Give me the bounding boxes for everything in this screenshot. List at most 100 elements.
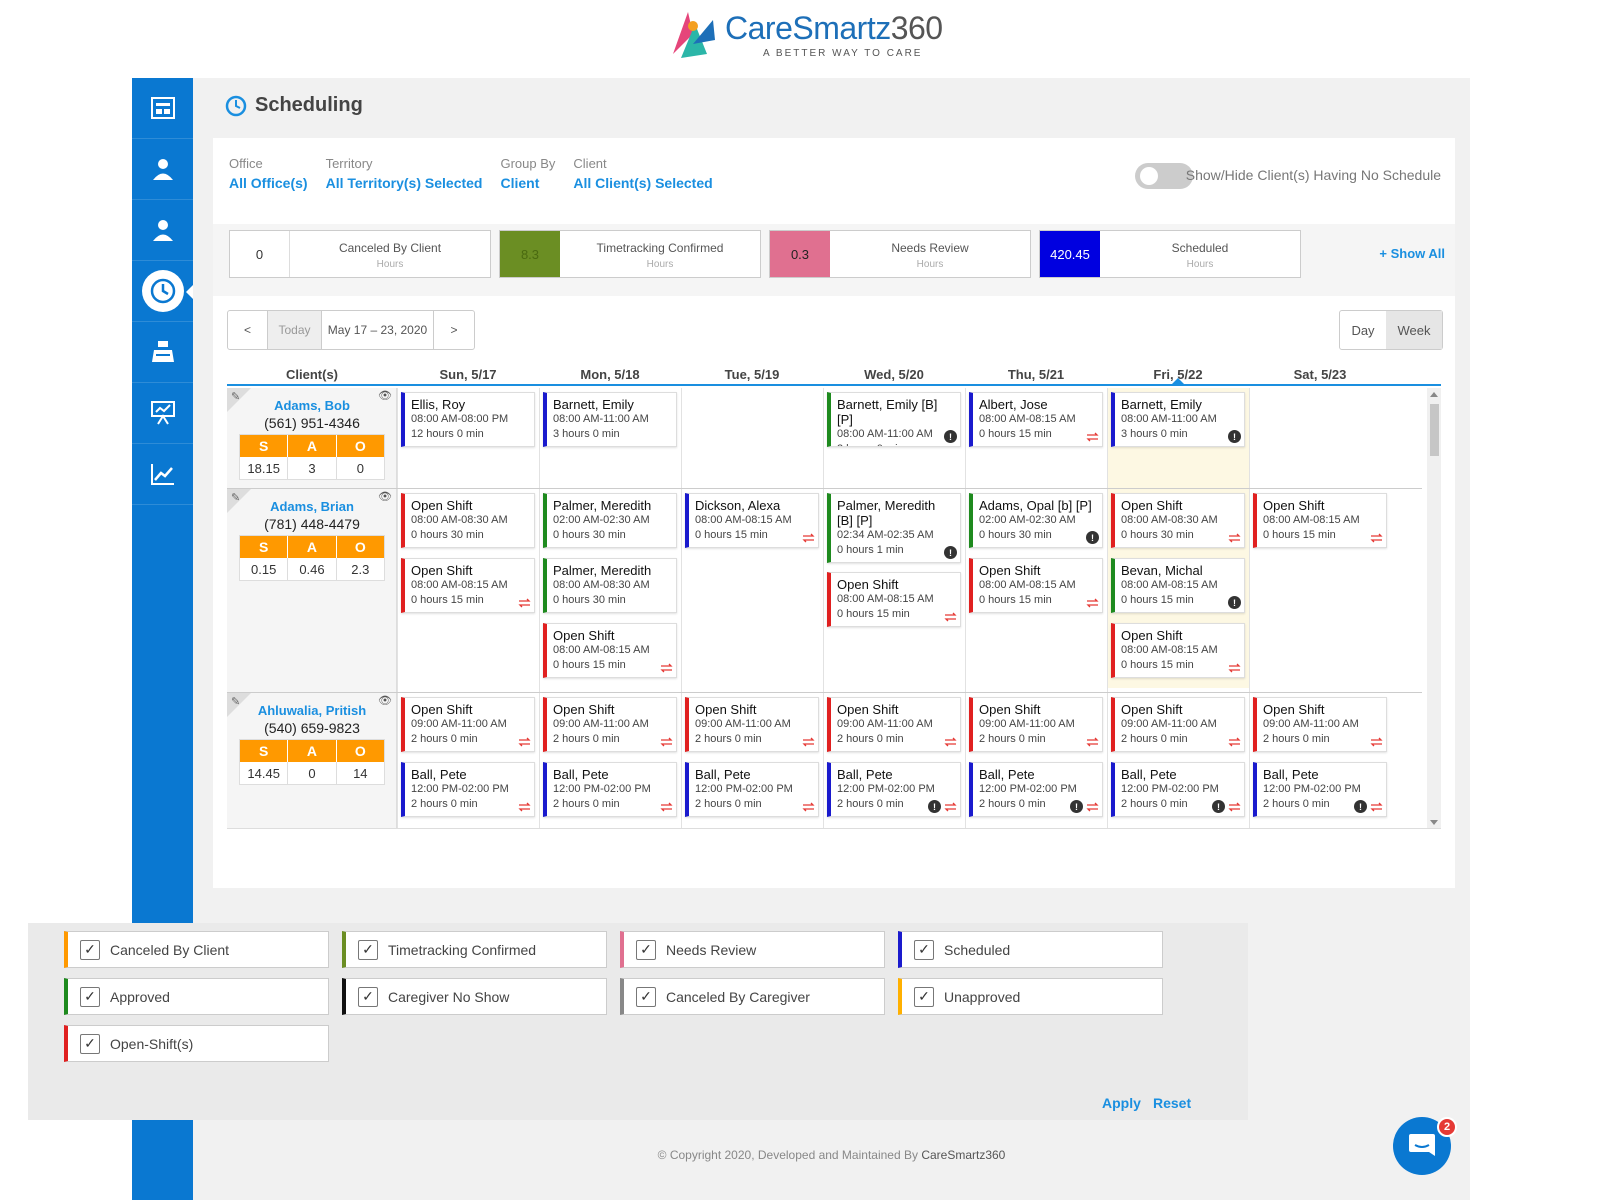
filter-value[interactable]: Client [500, 175, 540, 191]
info-icon[interactable]: ! [1228, 596, 1241, 609]
shift-card[interactable]: Dickson, Alexa 08:00 AM-08:15 AM 0 hours 1… [685, 493, 819, 548]
shift-card[interactable]: Open Shift 08:00 AM-08:15 AM 0 hours 15 mi… [543, 623, 677, 678]
repeat-icon[interactable] [1228, 662, 1241, 674]
repeat-icon[interactable] [1228, 801, 1241, 813]
shift-card[interactable]: Albert, Jose 08:00 AM-08:15 AM 0 hours 15 … [969, 392, 1103, 447]
shift-card[interactable]: Open Shift 08:00 AM-08:15 AM 0 hours 15 mi… [401, 558, 535, 613]
sidebar-item-clients[interactable] [132, 139, 193, 200]
client-name-link[interactable]: Adams, Bob [274, 398, 350, 413]
repeat-icon[interactable] [944, 736, 957, 748]
view-eye-icon[interactable]: 👁 [378, 491, 392, 503]
repeat-icon[interactable] [1370, 736, 1383, 748]
view-eye-icon[interactable]: 👁 [378, 390, 392, 402]
repeat-icon[interactable] [944, 611, 957, 623]
shift-card[interactable]: Open Shift 09:00 AM-11:00 AM 2 hours 0 min [401, 697, 535, 752]
filter-territory[interactable]: Territory All Territory(s) Selected [326, 156, 483, 191]
grid-scrollbar[interactable] [1427, 388, 1441, 828]
client-name-link[interactable]: Ahluwalia, Pritish [257, 703, 367, 718]
shift-card[interactable]: Open Shift 09:00 AM-11:00 AM 2 hours 0 min [969, 697, 1103, 752]
repeat-icon[interactable] [1086, 736, 1099, 748]
checkbox-checked-icon[interactable]: ✓ [914, 986, 934, 1007]
week-view-button[interactable]: Week [1386, 311, 1442, 349]
sidebar-item-analytics[interactable] [132, 444, 193, 505]
legend-filter-item[interactable]: ✓ Unapproved [898, 978, 1163, 1015]
shift-card[interactable]: Open Shift 09:00 AM-11:00 AM 2 hours 0 min [827, 697, 961, 752]
checkbox-checked-icon[interactable]: ✓ [358, 986, 378, 1007]
shift-card[interactable]: Open Shift 08:00 AM-08:15 AM 0 hours 15 mi… [1111, 623, 1245, 678]
filter-office[interactable]: Office All Office(s) [229, 156, 308, 191]
checkbox-checked-icon[interactable]: ✓ [80, 1033, 100, 1054]
repeat-icon[interactable] [802, 532, 815, 544]
checkbox-checked-icon[interactable]: ✓ [80, 986, 100, 1007]
shift-card[interactable]: Ball, Pete 12:00 PM-02:00 PM 2 hours 0 min [685, 762, 819, 817]
shift-card[interactable]: Open Shift 09:00 AM-11:00 AM 2 hours 0 min [1111, 697, 1245, 752]
show-all-link[interactable]: + Show All [1379, 246, 1445, 261]
legend-filter-item[interactable]: ✓ Open-Shift(s) [64, 1025, 329, 1062]
info-icon[interactable]: ! [1212, 800, 1225, 813]
repeat-icon[interactable] [802, 736, 815, 748]
shift-card[interactable]: Barnett, Emily 08:00 AM-11:00 AM 3 hours 0… [1111, 392, 1245, 447]
repeat-icon[interactable] [518, 801, 531, 813]
scroll-up-arrow[interactable] [1430, 392, 1438, 397]
repeat-icon[interactable] [518, 736, 531, 748]
info-icon[interactable]: ! [1070, 800, 1083, 813]
filter-client[interactable]: Client All Client(s) Selected [573, 156, 712, 191]
info-icon[interactable]: ! [1228, 430, 1241, 443]
stat-needs-review[interactable]: 0.3 Needs Review Hours [769, 230, 1031, 278]
shift-card[interactable]: Ellis, Roy 08:00 AM-08:00 PM 12 hours 0 mi… [401, 392, 535, 447]
prev-week-button[interactable]: < [228, 311, 268, 349]
checkbox-checked-icon[interactable]: ✓ [636, 939, 656, 960]
today-button[interactable]: Today [268, 311, 322, 349]
legend-filter-item[interactable]: ✓ Canceled By Caregiver [620, 978, 885, 1015]
shift-card[interactable]: Ball, Pete 12:00 PM-02:00 PM 2 hours 0 min… [827, 762, 961, 817]
scroll-down-arrow[interactable] [1430, 820, 1438, 825]
no-schedule-toggle[interactable] [1135, 163, 1193, 189]
sidebar-item-dashboard[interactable] [132, 78, 193, 139]
shift-card[interactable]: Ball, Pete 12:00 PM-02:00 PM 2 hours 0 min [543, 762, 677, 817]
legend-filter-item[interactable]: ✓ Canceled By Client [64, 931, 329, 968]
shift-card[interactable]: Open Shift 09:00 AM-11:00 AM 2 hours 0 min [543, 697, 677, 752]
scroll-thumb[interactable] [1430, 404, 1439, 456]
shift-card[interactable]: Open Shift 08:00 AM-08:15 AM 0 hours 15 mi… [1253, 493, 1387, 548]
sidebar-item-reports[interactable] [132, 383, 193, 444]
filter-value[interactable]: All Client(s) Selected [573, 175, 713, 191]
info-icon[interactable]: ! [928, 800, 941, 813]
shift-card[interactable]: Ball, Pete 12:00 PM-02:00 PM 2 hours 0 min [401, 762, 535, 817]
info-icon[interactable]: ! [1354, 800, 1367, 813]
repeat-icon[interactable] [1086, 431, 1099, 443]
edit-icon[interactable]: ✎ [231, 696, 241, 708]
shift-card[interactable]: Open Shift 09:00 AM-11:00 AM 2 hours 0 min [685, 697, 819, 752]
legend-filter-item[interactable]: ✓ Needs Review [620, 931, 885, 968]
legend-filter-item[interactable]: ✓ Timetracking Confirmed [342, 931, 607, 968]
shift-card[interactable]: Open Shift 08:00 AM-08:15 AM 0 hours 15 mi… [969, 558, 1103, 613]
filter-value[interactable]: All Office(s) [229, 175, 308, 191]
shift-card[interactable]: Open Shift 09:00 AM-11:00 AM 2 hours 0 min [1253, 697, 1387, 752]
repeat-icon[interactable] [1228, 532, 1241, 544]
shift-card[interactable]: Barnett, Emily 08:00 AM-11:00 AM 3 hours 0… [543, 392, 677, 447]
info-icon[interactable]: ! [1086, 531, 1099, 544]
shift-card[interactable]: Ball, Pete 12:00 PM-02:00 PM 2 hours 0 min… [969, 762, 1103, 817]
sidebar-item-billing[interactable] [132, 322, 193, 383]
repeat-icon[interactable] [660, 662, 673, 674]
legend-filter-item[interactable]: ✓ Caregiver No Show [342, 978, 607, 1015]
repeat-icon[interactable] [518, 597, 531, 609]
day-view-button[interactable]: Day [1351, 322, 1375, 338]
shift-card[interactable]: Palmer, Meredith 02:00 AM-02:30 AM 0 hours… [543, 493, 677, 548]
shift-card[interactable]: Open Shift 08:00 AM-08:30 AM 0 hours 30 mi… [1111, 493, 1245, 548]
checkbox-checked-icon[interactable]: ✓ [914, 939, 934, 960]
shift-card[interactable]: Open Shift 08:00 AM-08:30 AM 0 hours 30 mi… [401, 493, 535, 548]
sidebar-item-caregivers[interactable] [132, 200, 193, 261]
repeat-icon[interactable] [660, 736, 673, 748]
stat-canceled-by-client[interactable]: 0 Canceled By Client Hours [229, 230, 491, 278]
stat-timetracking-confirmed[interactable]: 8.3 Timetracking Confirmed Hours [499, 230, 761, 278]
shift-card[interactable]: Palmer, Meredith 08:00 AM-08:30 AM 0 hours… [543, 558, 677, 613]
repeat-icon[interactable] [660, 801, 673, 813]
repeat-icon[interactable] [944, 801, 957, 813]
legend-filter-item[interactable]: ✓ Approved [64, 978, 329, 1015]
edit-icon[interactable]: ✎ [231, 492, 241, 504]
shift-card[interactable]: Ball, Pete 12:00 PM-02:00 PM 2 hours 0 min… [1253, 762, 1387, 817]
view-eye-icon[interactable]: 👁 [378, 695, 392, 707]
shift-card[interactable]: Bevan, Michal 08:00 AM-08:15 AM 0 hours 15… [1111, 558, 1245, 613]
reset-button[interactable]: Reset [1153, 1095, 1192, 1111]
info-icon[interactable]: ! [944, 430, 957, 443]
